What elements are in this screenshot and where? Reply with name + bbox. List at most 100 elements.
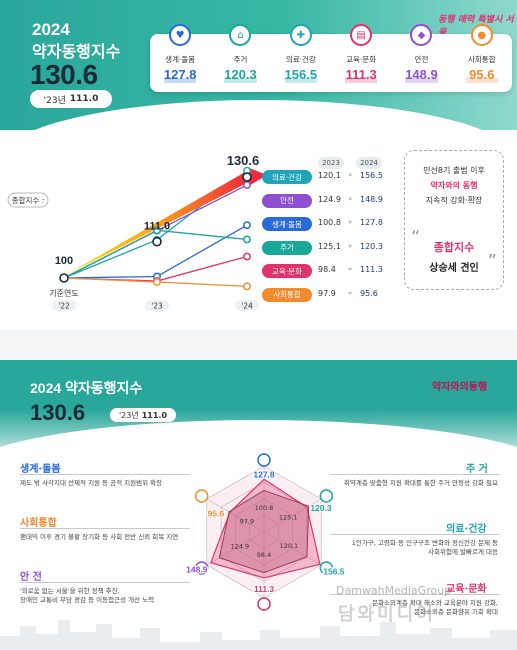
card-underline [344,78,378,83]
card-value: 127.8 [163,67,197,82]
x-tick-label: '23 [151,302,163,311]
legend-series-name: 안전 [262,193,312,208]
city-skyline [0,620,517,650]
top-index-value: 130.6 [30,59,98,90]
composite-label: 종합지수 : [12,196,45,205]
side-desc-education-2: 문화소외층 문화향유 기회 확대 [414,608,498,616]
base-year-label: 기준연도 [49,289,78,298]
legend-arrow-icon: » [348,218,353,226]
card-value: 95.6 [469,67,495,82]
legend-year-2023: 2023 [318,157,344,169]
top-index-name: 약자동행지수 [32,44,121,61]
legend-value-2024: 111.3 [360,265,383,274]
composite-point [242,172,252,182]
side-desc-safety-1: '외로움 없는 서울'을 위한 정책 추진, [20,587,120,595]
radar-label-2023: 124.9 [231,543,250,551]
card-label: 주거 [233,55,248,64]
radar-label-2023: 120.1 [280,542,299,550]
card-label: 사회통합 [468,55,496,64]
side-desc-care: 제도 밖 사각지대 선제적 지원 등 공적 지원범위 확장 [20,479,163,487]
legend-arrow-icon: » [348,241,353,250]
legend-value-2023: 97.9 [318,288,336,298]
legend-series-name: 교육·문화 [262,264,312,278]
series-point [243,235,251,244]
composite-arrow-head [247,167,267,188]
side-desc-safety-2: 장애인 교통비 부담 경감 등 이동접근성 개선 노력 [20,596,155,604]
card-underline [224,78,257,83]
legend-value-2024: 127.8 [360,218,383,227]
bottom-prev-value: 111.0 [141,410,168,420]
card-label: 의료·건강 [285,55,316,64]
side-divider [330,474,500,475]
radar-axis-icon [319,489,334,503]
legend-value-2024: 95.6 [360,288,378,298]
side-label-safety: 안 전 [20,572,42,583]
bottom-index-value: 130.6 [30,400,86,425]
legend-series-name: 사회통합 [262,287,312,302]
card-label: 교육·문화 [346,55,377,64]
callout-line1: 민선8기 출범 이후 [423,166,485,175]
seoul-slogan-logo: 동행 매력 특별시 서울 [438,15,514,38]
side-label-health: 의료·건강 [446,524,487,535]
radar-spoke [206,531,265,566]
radar-axis-icon [194,561,209,575]
x-tick-pill [52,300,76,311]
health-icon: ✚ [289,24,312,46]
side-divider [20,528,190,529]
legend-year-2024: 2024 [356,157,382,169]
care-icon: ♥ [169,24,192,46]
legend-value-2024: 148.9 [360,194,383,204]
card-value: 120.3 [224,67,257,82]
side-desc-health-2: 사회위험에 발빠르게 대응 [428,548,498,556]
side-desc-housing: 취약계층 맞춤형 지원 확대를 통한 주거 안정성 강화 필요 [343,479,498,487]
radar-series-2023 [218,489,310,574]
card-social: ● 사회통합 95.6 [452,24,512,92]
card-underline [164,78,197,83]
bottom-prev-label: '23년 [118,410,139,420]
watermark-english: DamwahMediaGroup [336,584,452,597]
card-safety: ◆ 안전 148.9 [391,24,451,92]
radar-axis-icon [257,453,271,467]
card-value: 156.5 [284,67,318,82]
with-the-vulnerable-logo: 약자와의동행 [432,382,488,393]
legend-arrow-icon: » [348,265,353,273]
category-cards: ♥ 생계·돌봄 127.8 ⌂ 주거 120.3 ✚ 의료·건강 156.5 ▤… [150,24,512,92]
legend-row: 안전 124.9 » 148.9 [262,193,388,208]
radar-axis-icon [257,597,271,611]
legend-row: 교육·문화 98.4 » 111.3 [262,264,388,278]
radar-label-2024: 111.3 [254,584,275,594]
callout-line2: 약자와의 동행 [430,181,478,190]
callout-highlight: 종합지수 [433,241,475,254]
x-tick-label: '22 [58,302,70,311]
radar-label-2024: 156.5 [323,566,345,576]
composite-value-label: 130.6 [227,153,260,168]
side-label-care: 생계·돌봄 [20,464,61,475]
composite-value-label: 100 [55,255,73,267]
side-label-social: 사회통합 [20,518,57,529]
chart-labels: 100 111.0 130.6 종합지수 : 기준연도 '22 '23 '24 [7,153,260,311]
bottom-infographic: 2024 약자동행지수 130.6 '23년 111.0 약자와의동행 생계·돌… [0,360,517,650]
x-tick-pill [235,300,259,311]
composite-arrow [64,167,267,276]
bottom-title: 2024 약자동행지수 [30,380,143,396]
radar-axis-icon [194,489,209,503]
x-tick-pill [145,300,169,311]
close-quote-icon: ” [487,251,497,272]
radar-label-2024: 127.8 [253,469,275,479]
legend-value-2023: 120.1 [318,171,341,180]
card-health: ✚ 의료·건강 156.5 [271,24,331,92]
card-underline [284,78,317,83]
legend-value-2023: 124.9 [318,194,341,204]
series-point [153,278,161,286]
callout-line3: 지속적 강화·확장 [425,196,483,205]
card-label: 안전 [414,55,429,64]
series-point [243,221,251,230]
trend-line-chart: 100 111.0 130.6 종합지수 : 기준연도 '22 '23 '24 [7,153,267,311]
card-care: ♥ 생계·돌봄 127.8 [150,24,210,92]
radar-label-2024: 95.6 [208,508,225,518]
composite-arrow-body [64,171,247,276]
legend-series-name: 의료·건강 [262,170,312,184]
legend-series-name: 생계·돌봄 [262,217,312,231]
radar-chart: 100.8 125.1 120.1 98.4 124.9 97.9 127.8 120.3 15… [185,453,346,611]
radar-label-2023: 98.4 [257,551,271,559]
